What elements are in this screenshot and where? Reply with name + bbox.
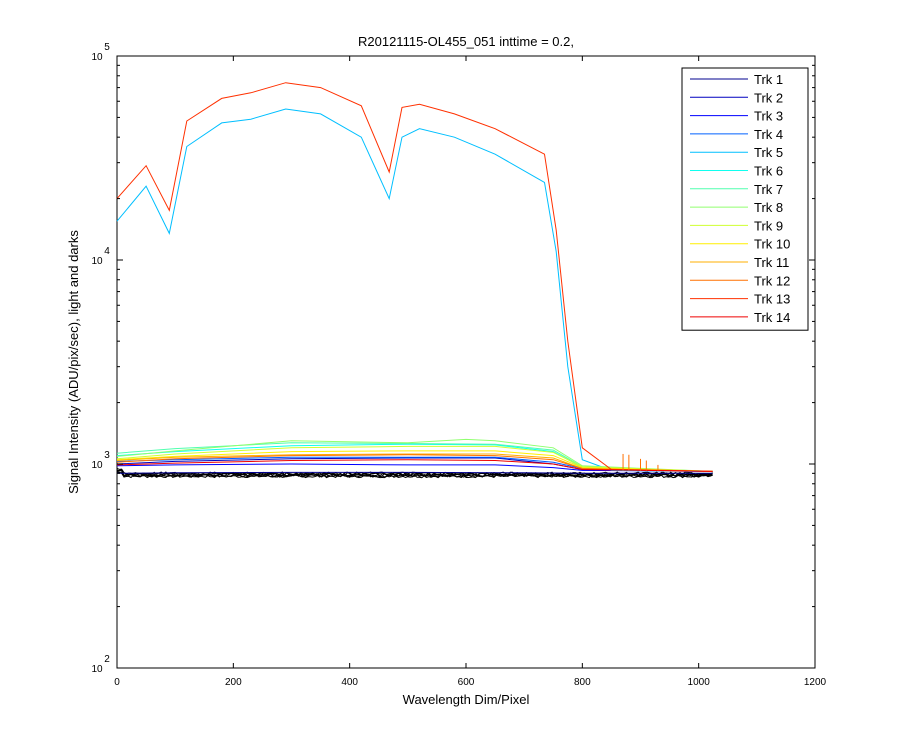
y-tick-label: 10 <box>91 256 103 267</box>
series-line <box>116 82 713 472</box>
legend-label: Trk 13 <box>754 292 790 307</box>
x-tick-label: 1000 <box>688 677 711 688</box>
x-tick-label: 0 <box>114 677 120 688</box>
legend-box <box>681 67 809 331</box>
x-axis: 0 200 400 600 800 1000 1200 <box>114 56 827 688</box>
legend-label: Trk 14 <box>754 310 790 325</box>
series-line <box>116 459 713 472</box>
x-tick-label: 600 <box>458 677 475 688</box>
legend-label: Trk 1 <box>754 72 783 87</box>
series-line <box>116 445 713 472</box>
legend-label: Trk 8 <box>754 200 783 215</box>
legend-label: Trk 3 <box>754 109 783 124</box>
legend-label: Trk 12 <box>754 273 790 288</box>
legend-label: Trk 9 <box>754 218 783 233</box>
y-tick-label: 10 <box>91 664 103 675</box>
x-axis-label: Wavelength Dim/Pixel <box>403 692 530 707</box>
legend-label: Trk 6 <box>754 164 783 179</box>
x-tick-label: 800 <box>574 677 591 688</box>
legend-label: Trk 10 <box>754 237 790 252</box>
series-line <box>116 443 713 472</box>
series-line <box>116 108 713 472</box>
legend-label: Trk 4 <box>754 127 783 142</box>
x-tick-label: 400 <box>341 677 358 688</box>
y-tick-exponent: 2 <box>104 654 110 665</box>
y-tick-exponent: 4 <box>104 246 110 257</box>
y-axis-label: Signal Intensity (ADU/pix/sec), light an… <box>66 230 81 494</box>
y-tick-label: 10 <box>91 460 103 471</box>
y-tick-exponent: 5 <box>104 42 110 53</box>
legend-label: Trk 7 <box>754 182 783 197</box>
y-tick-label: 10 <box>91 52 103 63</box>
series-line <box>116 438 713 472</box>
series-line <box>116 454 713 472</box>
legend-label: Trk 5 <box>754 145 783 160</box>
x-tick-label: 1200 <box>804 677 827 688</box>
legend: Trk 1 Trk 2 Trk 3 Trk 4 Trk 5 Trk 6 Trk 7 Trk 8… <box>681 67 809 331</box>
y-tick-exponent: 3 <box>104 450 110 461</box>
series-lines <box>116 82 713 474</box>
legend-label: Trk 11 <box>754 255 789 270</box>
chart-title: R20121115-OL455_051 inttime = 0.2, <box>358 34 574 49</box>
series-line <box>116 463 713 472</box>
series-line <box>116 450 713 472</box>
series-line <box>116 471 713 474</box>
x-tick-label: 200 <box>225 677 242 688</box>
legend-label: Trk 2 <box>754 90 783 105</box>
